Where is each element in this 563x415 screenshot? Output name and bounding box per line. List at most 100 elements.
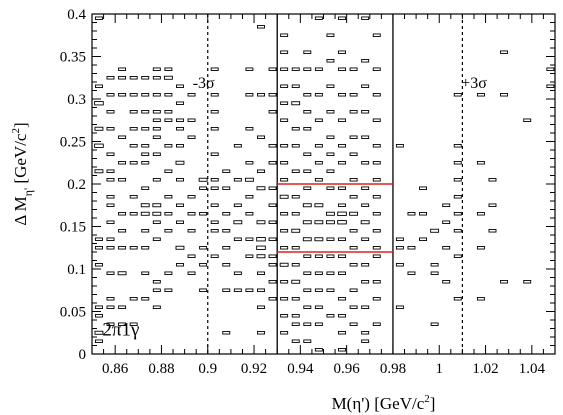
histogram-cell [395,245,404,250]
histogram-cell [280,211,289,216]
minus-3-sigma-label: -3σ [193,75,215,92]
histogram-cell [453,160,462,165]
histogram-cell [129,194,138,199]
histogram-cell [187,254,196,258]
histogram-cell [280,297,289,301]
histogram-cell [245,92,254,97]
histogram-cell [94,126,104,131]
histogram-cell [372,211,381,216]
histogram-cell [222,288,231,292]
histogram-cell [256,254,266,259]
histogram-cell [453,194,462,199]
histogram-cell [361,237,370,241]
histogram-cell [326,237,335,241]
histogram-cell [257,92,265,97]
histogram-cell [280,143,289,148]
histogram-cell [129,126,138,131]
histogram-cell [210,92,219,97]
histogram-cell [245,288,254,292]
histogram-cell [326,59,335,63]
histogram-cell [291,279,301,284]
histogram-cell [118,160,127,165]
histogram-cell [453,228,462,233]
histogram-cell [291,228,301,233]
histogram-cell [152,220,161,224]
histogram-cell [233,203,242,207]
y-axis-title-close: ] [11,122,30,128]
histogram-cell [222,211,231,216]
histogram-cell [164,67,173,71]
histogram-cell [476,245,485,250]
histogram-cell [141,245,150,250]
histogram-cell [199,186,208,190]
histogram-cell [291,67,300,71]
histogram-cell [268,297,277,301]
histogram-cell [244,177,254,182]
histogram-cell [303,152,312,156]
histogram-cell [175,263,184,267]
histogram-cell [314,143,323,148]
histogram-cell [106,152,115,156]
histogram-cell [314,254,323,258]
x-tick-label: 0.96 [334,361,361,377]
histogram-cell [175,245,185,250]
histogram-cell [106,169,115,173]
histogram-cell [326,220,335,225]
histogram-cell [129,160,138,165]
histogram-cell [152,126,161,131]
histogram-cell [257,169,265,173]
histogram-cell [291,169,300,173]
histogram-cell [291,194,300,199]
histogram-cell [314,16,323,20]
histogram-cell [210,203,219,207]
histogram-cell [361,203,370,207]
histogram-cell [152,177,161,182]
histogram-cell [314,305,323,309]
histogram-cell [152,237,161,241]
histogram-cell [187,118,196,122]
histogram-cell [280,280,289,284]
y-tick-label: 0.35 [60,50,86,66]
histogram-cell [338,67,346,71]
histogram-cell [187,92,196,97]
histogram-cell [349,228,358,233]
histogram-cell [280,228,289,233]
histogram-cell [257,135,265,139]
histogram-cell [245,160,254,165]
histogram-cell [395,263,404,267]
histogram-cell [291,245,300,250]
histogram-cell [349,194,358,199]
histogram-cell [257,305,265,309]
histogram-cell [280,331,289,335]
histogram-cell [361,16,370,20]
histogram-cell [164,109,173,114]
histogram-cell [141,160,150,165]
histogram-cell [338,186,346,190]
histogram-cell [164,143,173,148]
histogram-cell [94,263,103,267]
histogram-cell [303,288,312,292]
histogram-cell [372,67,381,71]
histogram-cell [106,109,115,114]
histogram-cell [500,50,509,54]
histogram-cell [361,263,370,267]
y-tick-label: 0.2 [67,177,86,193]
channel-label: 2π1γ [102,319,139,340]
histogram-cell [222,228,231,233]
histogram-cell [210,109,219,114]
histogram-cell [349,288,358,292]
histogram-cell [187,228,196,233]
histogram-cell [210,186,219,190]
histogram-cell [372,245,381,250]
histogram-cell [338,143,346,148]
histogram-cell [164,92,173,97]
histogram-cell [303,305,312,309]
histogram-cell [442,245,451,250]
histogram-cell [118,211,127,216]
histogram-cell [106,237,115,241]
histogram-cell [245,126,254,131]
histogram-cell [291,126,300,131]
histogram-cell [372,254,381,258]
histogram-cell [453,297,462,301]
histogram-cell [117,271,127,276]
